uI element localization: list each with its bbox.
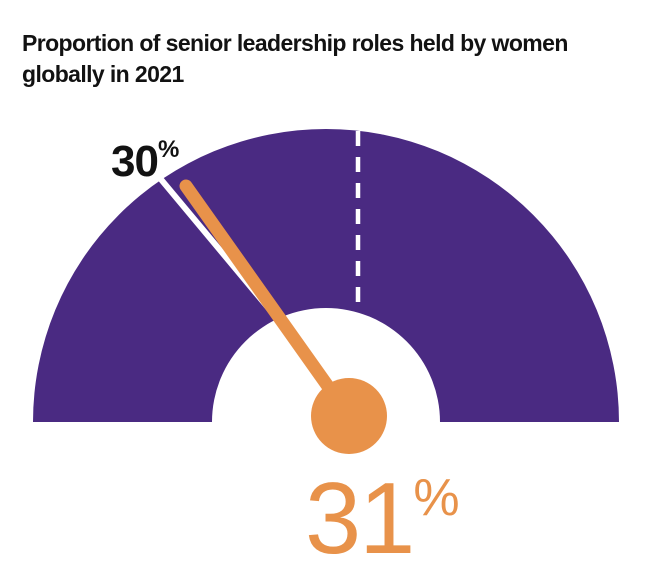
value-label: 31% <box>305 469 460 570</box>
marker-value: 30 <box>111 137 159 186</box>
marker-label: 30% <box>111 136 179 186</box>
page-title: Proportion of senior leadership roles he… <box>22 28 568 90</box>
reading-unit: % <box>413 469 460 527</box>
marker-unit: % <box>157 136 179 163</box>
page-title-line-1: Proportion of senior leadership roles he… <box>22 30 568 56</box>
page-title-line-2: globally in 2021 <box>22 61 184 87</box>
needle-pivot <box>311 378 387 454</box>
gauge-needle <box>179 179 356 423</box>
reading-value: 31 <box>305 463 415 575</box>
